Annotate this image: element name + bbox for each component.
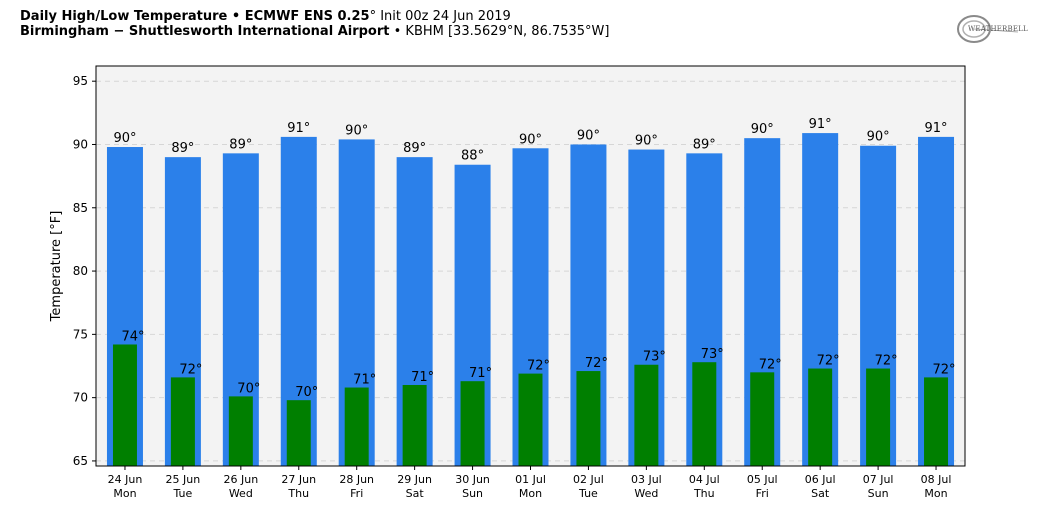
x-tick-date: 08 Jul [921,473,952,486]
y-axis-label: Temperature [°F] [49,211,64,323]
plot-frame [95,65,966,467]
station-name: Birmingham − Shuttlesworth International… [20,24,390,39]
x-tick-weekday: Mon [113,487,136,500]
x-tick-weekday: Wed [229,487,253,500]
low-temp-label: 72° [527,359,550,374]
x-tick-weekday: Fri [350,487,363,500]
y-tick-label: 80 [73,264,88,278]
x-tick-date: 03 Jul [631,473,662,486]
high-temp-label: 90° [519,132,542,147]
high-temp-label: 88° [461,149,484,164]
bars: 90° 74° 89° 72° 89° 70° 91° 70° 90° 71° 89° 71° 88° 7… [106,117,956,467]
high-temp-label: 90° [751,122,774,137]
x-tick-weekday: Fri [756,487,769,500]
title-bold: Daily High/Low Temperature • ECMWF ENS 0… [20,9,370,24]
title-init: Init 00z 24 Jun 2019 [376,9,511,24]
x-tick-weekday: Wed [634,487,658,500]
low-temp-bar [750,372,775,466]
weatherbell-logo-icon [957,15,1019,43]
low-temp-bar [808,368,833,466]
low-temp-bar [692,362,717,466]
x-tick-weekday: Sun [868,487,889,500]
low-temp-label: 73° [701,347,724,362]
high-temp-label: 89° [229,137,252,152]
x-tick-date: 02 Jul [573,473,604,486]
x-tick-date: 04 Jul [689,473,720,486]
low-temp-label: 72° [875,354,898,369]
chart-title: Daily High/Low Temperature • ECMWF ENS 0… [20,9,511,25]
low-temp-bar [170,377,195,466]
x-tick-date: 27 Jun [281,473,316,486]
low-temp-label: 73° [643,350,666,365]
x-tick-date: 01 Jul [515,473,546,486]
x-tick-date: 29 Jun [397,473,432,486]
high-temp-label: 90° [345,123,368,138]
high-temp-label: 89° [693,137,716,152]
low-temp-bar [866,368,891,466]
x-tick-weekday: Mon [519,487,542,500]
x-tick-weekday: Tue [578,487,598,500]
x-tick-date: 28 Jun [339,473,374,486]
x-tick-date: 24 Jun [108,473,143,486]
low-temp-bar [576,371,601,466]
high-temp-label: 90° [577,128,600,143]
low-temp-bar [460,381,485,466]
low-temp-bar [518,373,543,466]
weatherbell-logo: WEATHERBELL [954,12,1028,46]
high-temp-label: 90° [113,131,136,146]
x-tick-date: 07 Jul [863,473,894,486]
high-temp-label: 89° [171,141,194,156]
x-tick-date: 25 Jun [166,473,201,486]
low-temp-label: 72° [585,356,608,371]
y-tick-label: 95 [73,74,88,88]
high-temp-label: 91° [925,121,948,136]
low-temp-label: 72° [759,357,782,372]
x-tick-date: 30 Jun [455,473,490,486]
x-tick-date: 05 Jul [747,473,778,486]
low-temp-label: 72° [179,362,202,377]
x-tick-weekday: Sun [462,487,483,500]
x-tick-weekday: Mon [924,487,947,500]
high-temp-label: 91° [809,117,832,132]
low-temp-label: 72° [817,354,840,369]
y-tick-label: 65 [73,454,88,468]
low-temp-label: 70° [237,381,260,396]
y-tick-label: 75 [73,327,88,341]
low-temp-label: 71° [353,373,376,388]
high-temp-label: 90° [867,130,890,145]
low-temp-label: 74° [121,329,144,344]
low-temp-label: 72° [933,362,956,377]
y-tick-label: 90 [73,137,88,151]
high-temp-label: 89° [403,141,426,156]
station-coords: • KBHM [33.5629°N, 86.7535°W] [389,24,610,39]
low-temp-bar [286,400,311,466]
low-temp-label: 70° [295,385,318,400]
title-degree: ° [369,9,377,24]
low-temp-bar [228,396,253,466]
x-tick-weekday: Sat [811,487,830,500]
logo-text: WEATHERBELL [968,25,1028,33]
x-tick-weekday: Thu [287,487,309,500]
y-tick-label: 70 [73,391,88,405]
high-temp-label: 90° [635,134,658,149]
high-temp-label: 91° [287,121,310,136]
x-tick-weekday: Sat [406,487,425,500]
low-temp-label: 71° [411,370,434,385]
y-tick-label: 85 [73,201,88,215]
x-tick-weekday: Thu [693,487,715,500]
low-temp-bar [344,387,369,466]
x-tick-date: 26 Jun [223,473,258,486]
y-axis: 65 70 75 80 85 90 95 [73,74,96,468]
low-temp-label: 71° [469,366,492,381]
low-temp-bar [402,384,427,466]
x-tick-weekday: Tue [173,487,193,500]
low-temp-bar [634,364,659,466]
low-temp-bar [924,377,949,466]
low-temp-bar [112,344,137,466]
chart-subtitle: Birmingham − Shuttlesworth International… [20,24,610,40]
x-tick-date: 06 Jul [805,473,836,486]
